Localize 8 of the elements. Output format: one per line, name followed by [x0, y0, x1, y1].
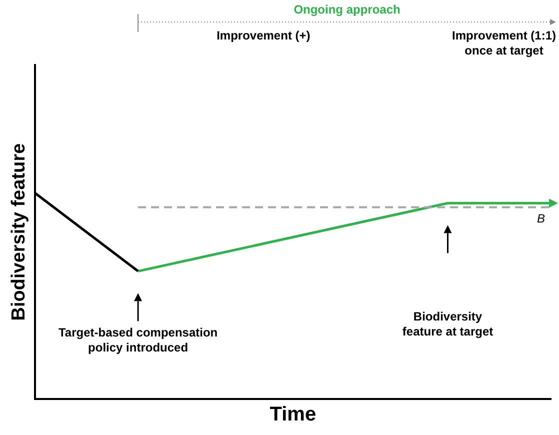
text: Ongoing approach: [294, 2, 400, 16]
annotation: Biodiversity feature at target: [402, 309, 494, 338]
y-axis-title: Biodiversity feature: [8, 143, 30, 321]
text: Improvement (1:1) once at target: [452, 28, 556, 58]
annotation: Target-based compensation policy introduced: [58, 325, 218, 354]
ref-line-label: B: [536, 212, 546, 226]
x-axis-title: Time: [270, 404, 316, 426]
text: Improvement (+): [216, 28, 310, 42]
